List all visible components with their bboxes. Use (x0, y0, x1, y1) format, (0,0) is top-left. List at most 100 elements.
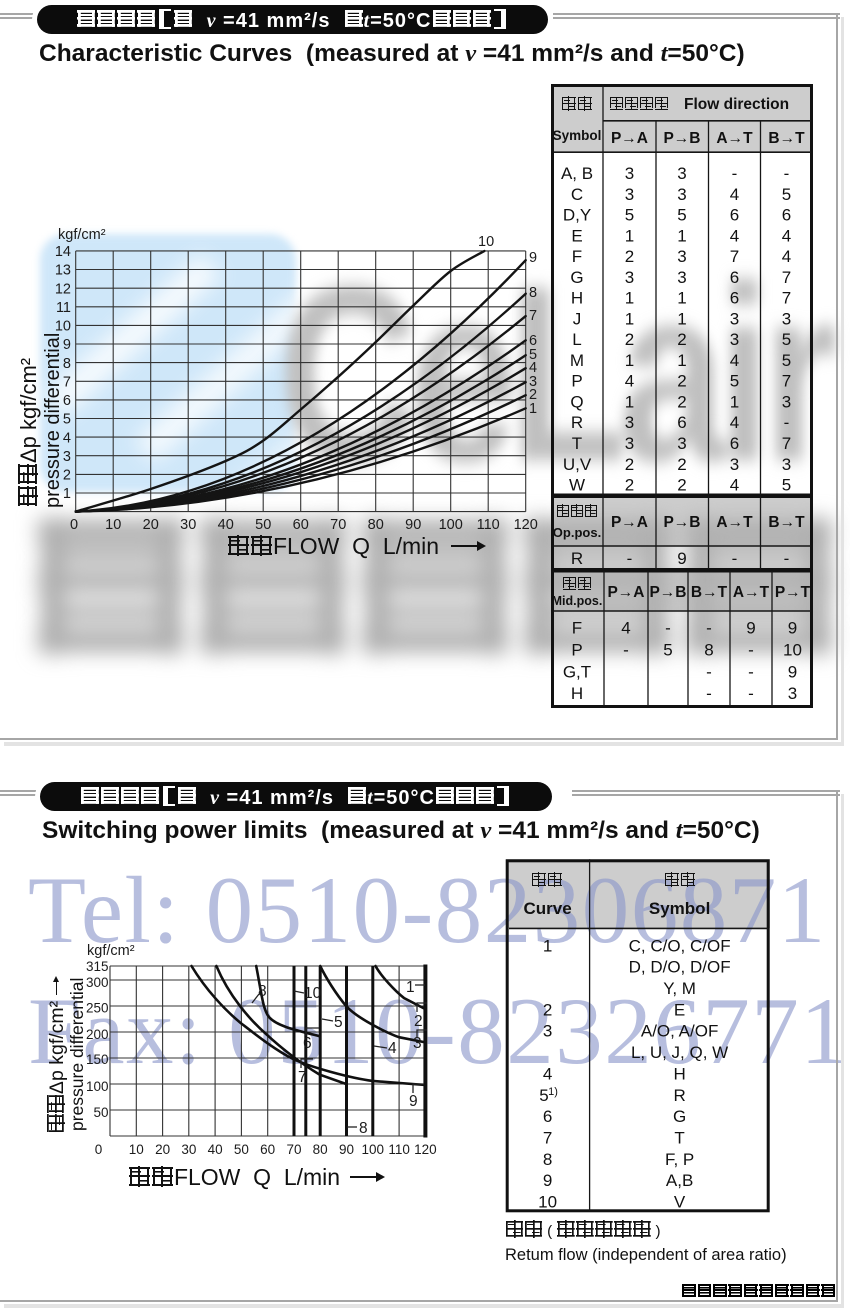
svg-text:0: 0 (95, 1142, 103, 1157)
svg-text:2: 2 (529, 387, 537, 403)
svg-text:6: 6 (730, 434, 739, 453)
svg-text:5: 5 (539, 1086, 548, 1105)
svg-text:60: 60 (260, 1142, 275, 1157)
svg-text:7: 7 (543, 1129, 552, 1148)
svg-text:10: 10 (304, 985, 322, 1002)
svg-text:G: G (570, 268, 583, 287)
svg-text:5: 5 (782, 185, 791, 204)
svg-text:kgf/cm²: kgf/cm² (87, 943, 135, 959)
svg-text:M: M (570, 351, 584, 370)
svg-text:P→B: P→B (663, 130, 700, 147)
svg-text:5: 5 (782, 351, 791, 370)
svg-text:3: 3 (782, 455, 791, 474)
svg-text:6: 6 (677, 413, 686, 432)
svg-text:2: 2 (677, 372, 686, 391)
svg-text:30: 30 (180, 517, 196, 533)
svg-text:40: 40 (218, 517, 234, 533)
svg-text:120: 120 (514, 517, 538, 533)
svg-text:3: 3 (63, 449, 71, 465)
svg-text:6: 6 (782, 206, 791, 225)
svg-text:7: 7 (782, 434, 791, 453)
svg-text:2: 2 (677, 393, 686, 412)
svg-text:R: R (673, 1086, 685, 1105)
svg-text:50: 50 (93, 1105, 108, 1120)
svg-text:2: 2 (677, 455, 686, 474)
svg-text:Curve: Curve (524, 899, 572, 918)
svg-text:2: 2 (677, 330, 686, 349)
svg-text:-: - (748, 641, 754, 660)
svg-text:1: 1 (677, 309, 686, 328)
svg-text:2: 2 (625, 476, 634, 495)
svg-text:1: 1 (543, 936, 552, 955)
svg-text:50: 50 (255, 517, 271, 533)
svg-text:6: 6 (730, 268, 739, 287)
svg-text:40: 40 (208, 1142, 223, 1157)
svg-text:8: 8 (63, 356, 71, 372)
svg-text:-: - (784, 413, 790, 432)
svg-text:3: 3 (625, 164, 634, 183)
svg-text:9: 9 (788, 662, 797, 681)
svg-text:5: 5 (663, 641, 672, 660)
svg-text:5: 5 (334, 1014, 343, 1031)
svg-text:4: 4 (543, 1064, 552, 1083)
svg-text:10: 10 (783, 641, 802, 660)
svg-text:7: 7 (782, 289, 791, 308)
svg-text:-: - (748, 662, 754, 681)
svg-text:1: 1 (63, 486, 71, 502)
svg-text:4: 4 (730, 351, 739, 370)
svg-text:10: 10 (478, 234, 494, 250)
svg-text:1: 1 (625, 226, 634, 245)
svg-text:1: 1 (677, 226, 686, 245)
svg-text:B→T: B→T (691, 584, 728, 601)
svg-text:T: T (572, 434, 582, 453)
svg-text:H: H (571, 684, 583, 703)
svg-text:A, B: A, B (561, 164, 593, 183)
svg-text:3: 3 (677, 268, 686, 287)
svg-text:P→B: P→B (649, 584, 686, 601)
svg-text:6: 6 (529, 333, 537, 349)
svg-text:P→A: P→A (611, 130, 648, 147)
svg-text:L, U, J, Q, W: L, U, J, Q, W (631, 1043, 728, 1062)
svg-text:4: 4 (730, 226, 739, 245)
svg-text:60: 60 (293, 517, 309, 533)
svg-text:-: - (748, 684, 754, 703)
svg-text:L: L (572, 330, 581, 349)
svg-text:F, P: F, P (665, 1150, 694, 1169)
svg-text:70: 70 (286, 1142, 301, 1157)
svg-text:3: 3 (677, 247, 686, 266)
svg-text:9: 9 (677, 549, 686, 568)
svg-text:200: 200 (86, 1027, 109, 1042)
svg-text:11: 11 (56, 300, 71, 316)
svg-text:70: 70 (330, 517, 346, 533)
svg-text:-: - (706, 619, 712, 638)
svg-text:R: R (571, 413, 583, 432)
svg-text:Mid.pos.: Mid.pos. (552, 594, 603, 608)
svg-text:3: 3 (782, 393, 791, 412)
svg-text:B→T: B→T (768, 514, 805, 531)
svg-text:7: 7 (298, 1069, 307, 1086)
svg-text:Y, M: Y, M (663, 979, 696, 998)
svg-text:Op.pos.: Op.pos. (553, 525, 601, 540)
svg-text:9: 9 (529, 250, 537, 266)
svg-text:2: 2 (543, 1000, 552, 1019)
svg-text:5: 5 (625, 206, 634, 225)
svg-text:-: - (706, 684, 712, 703)
svg-text:R: R (571, 549, 583, 568)
svg-text:E: E (674, 1000, 685, 1019)
svg-text:1: 1 (625, 351, 634, 370)
svg-text:A,B: A,B (666, 1171, 693, 1190)
svg-text:3: 3 (625, 268, 634, 287)
svg-text:3: 3 (677, 185, 686, 204)
svg-text:10: 10 (129, 1142, 144, 1157)
svg-text:9: 9 (788, 619, 797, 638)
svg-text:G,T: G,T (563, 662, 591, 681)
svg-text:80: 80 (313, 1142, 328, 1157)
svg-text:100: 100 (362, 1142, 385, 1157)
svg-text:3: 3 (529, 374, 537, 390)
svg-text:300: 300 (86, 975, 109, 990)
svg-text:0: 0 (70, 517, 78, 533)
svg-text:W: W (569, 476, 585, 495)
svg-text:2: 2 (63, 468, 71, 484)
svg-text:90: 90 (339, 1142, 354, 1157)
svg-text:9: 9 (63, 337, 71, 353)
